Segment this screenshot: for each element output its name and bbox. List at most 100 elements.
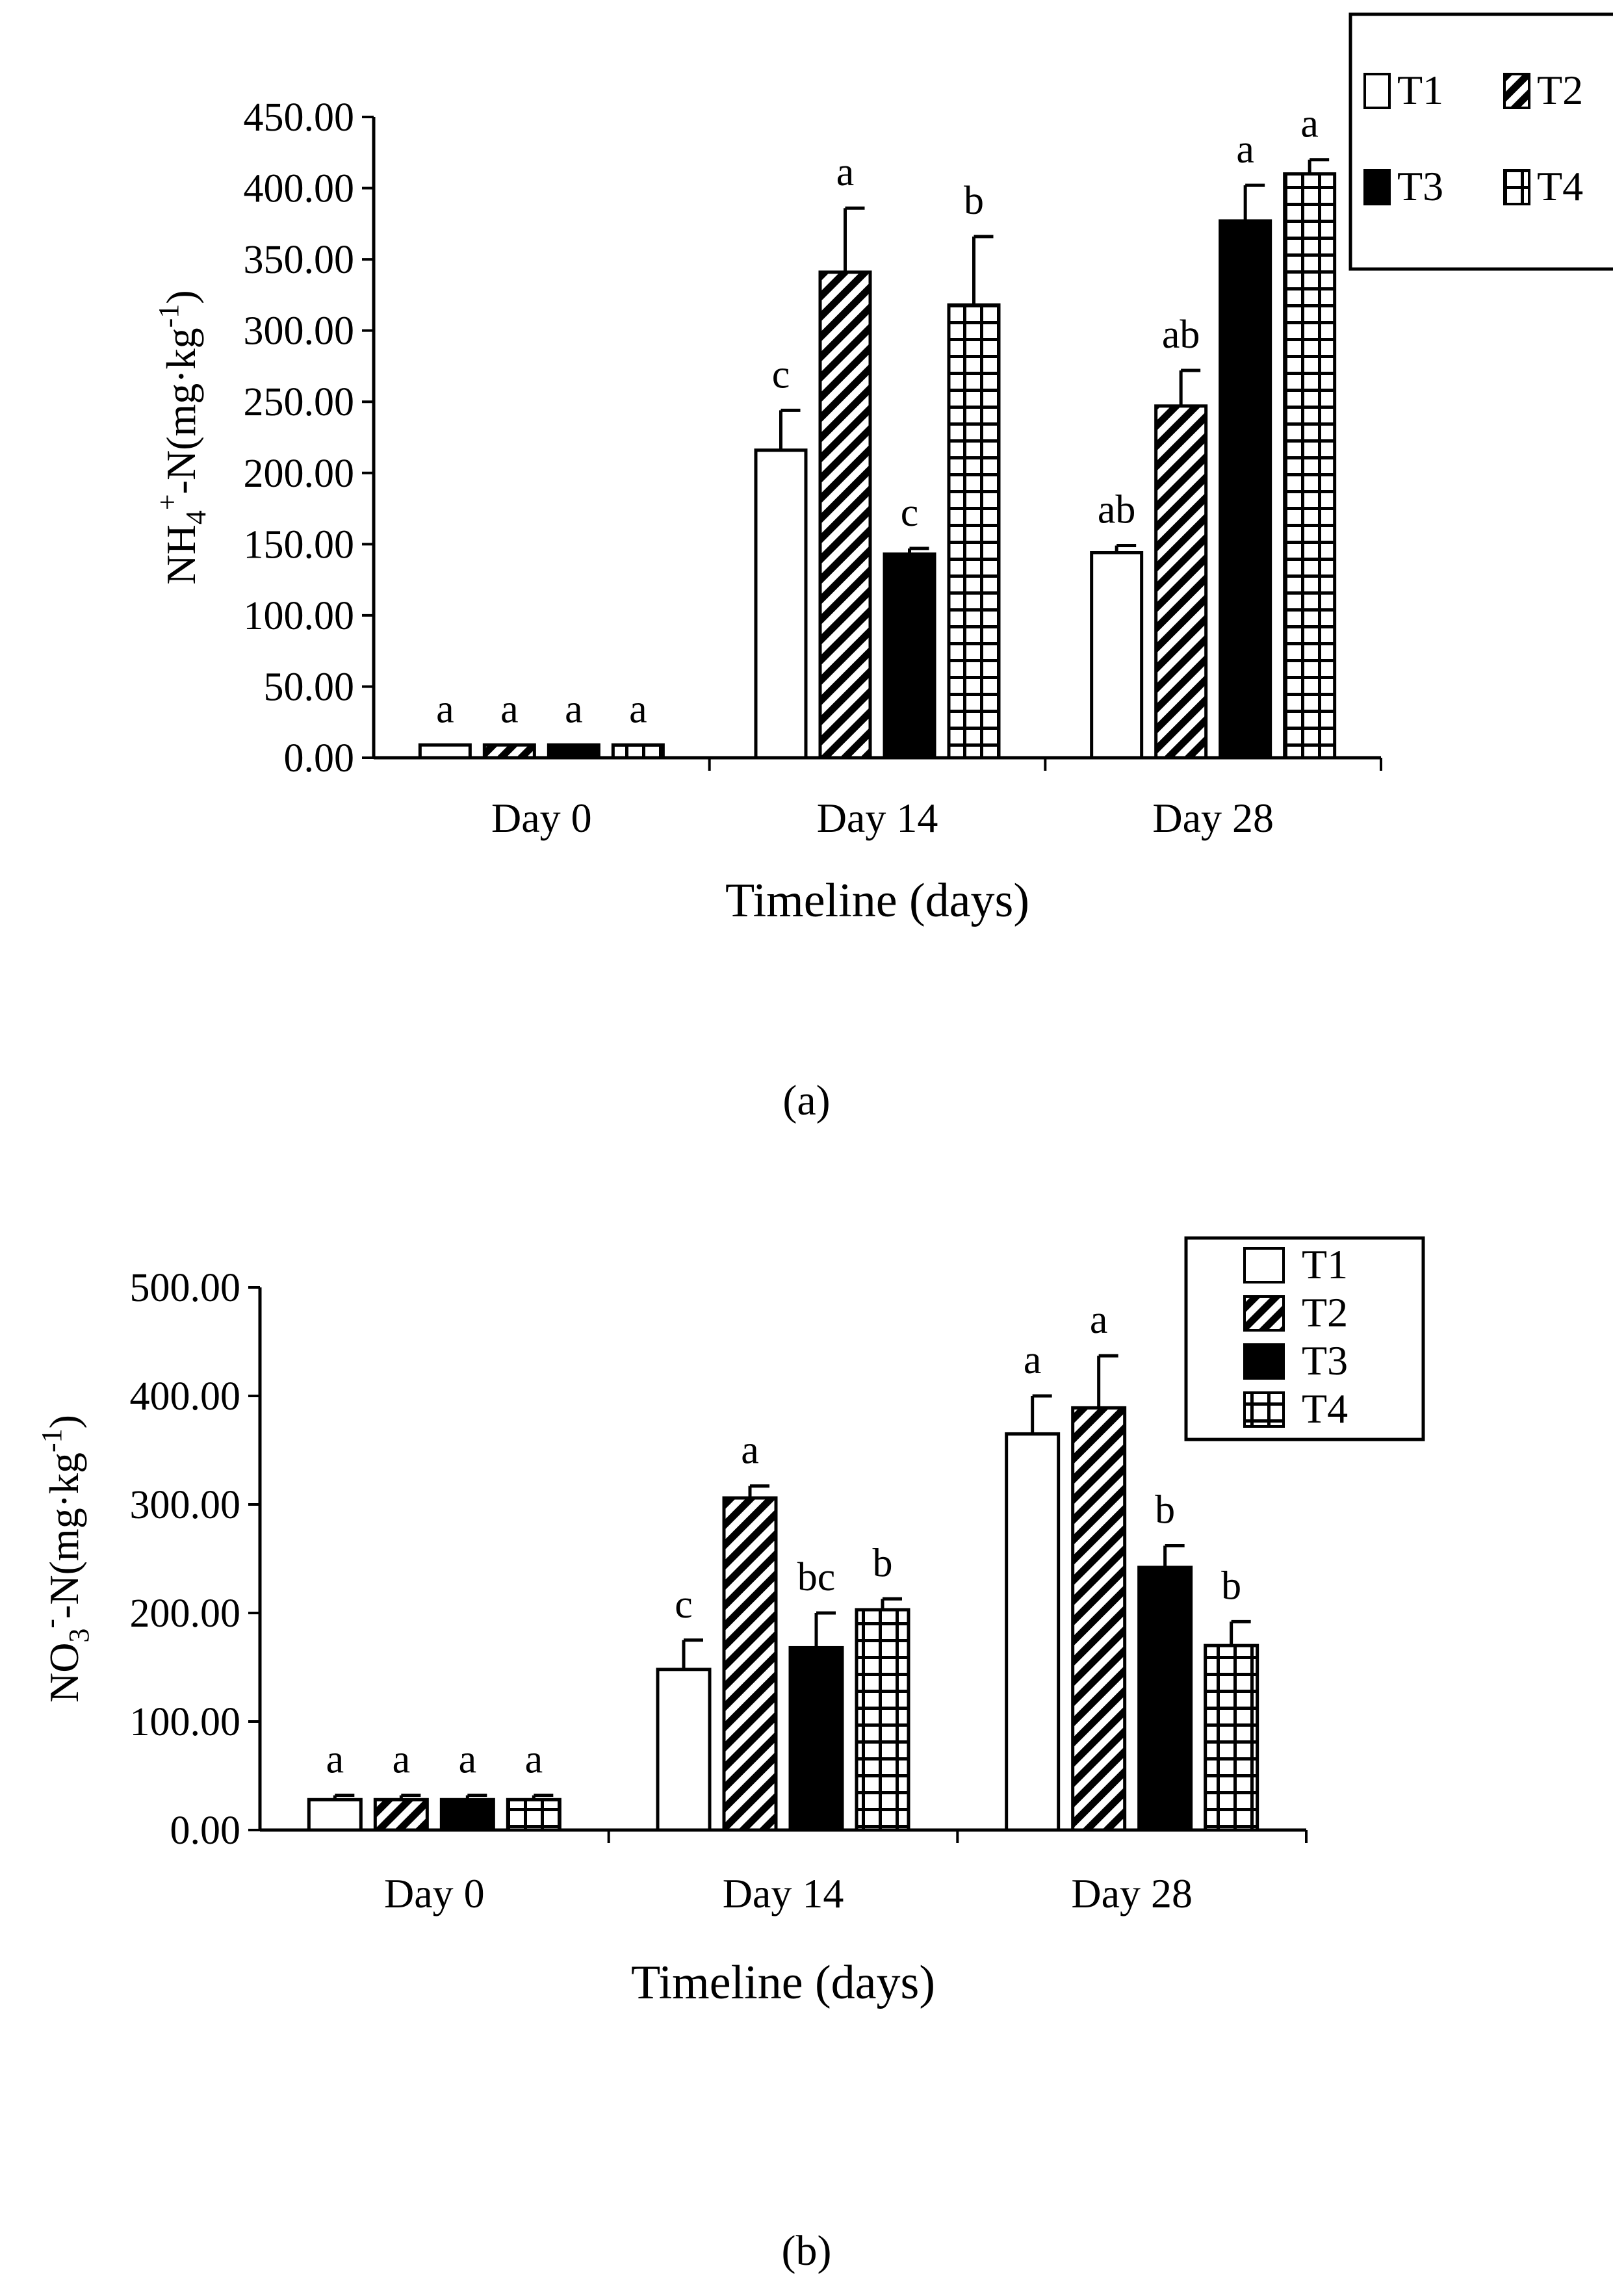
category-label: Day 0 (384, 1870, 485, 1916)
significance-label: b (1155, 1488, 1175, 1532)
significance-label: b (1221, 1564, 1241, 1608)
legend-box (1184, 1236, 1425, 1441)
y-tick-label: 400.00 (244, 167, 355, 211)
y-tick-label: 50.00 (264, 665, 355, 709)
bar-t2-day-28 (1154, 404, 1208, 760)
bar-t2-day-14 (818, 270, 872, 760)
significance-label: c (772, 352, 790, 396)
no3-chart: 0.00 100.00 200.00 300.00 400.00 500.00 Day 0 D… (34, 1236, 1425, 2275)
y-axis-title: NO3--N(mg·kg-1) (34, 1415, 95, 1703)
bar-t3-day-14 (883, 552, 936, 760)
category-label: Day 14 (817, 795, 938, 841)
legend-label-t2: T2 (1302, 1289, 1348, 1335)
bar-t4-day-0 (611, 743, 665, 760)
bar-t1-day-28 (1005, 1432, 1061, 1832)
significance-label: a (525, 1738, 543, 1782)
y-tick-label: 250.00 (244, 380, 355, 424)
y-tick-label: 200.00 (244, 452, 355, 496)
bar-t3-day-28 (1137, 1566, 1193, 1832)
y-tick-label: 0.00 (284, 736, 355, 780)
y-tick-label: 0.00 (170, 1809, 241, 1853)
significance-label: a (326, 1738, 344, 1782)
category-label: Day 28 (1071, 1870, 1193, 1916)
y-title-main: NO (41, 1643, 87, 1703)
bar-t3-day-14 (788, 1645, 844, 1832)
y-tick-label: 100.00 (130, 1700, 241, 1744)
legend-swatch-t2 (1243, 1295, 1285, 1332)
legend-swatch-t4 (1243, 1391, 1285, 1428)
y-tick-label: 300.00 (130, 1483, 241, 1527)
legend-label-t2: T2 (1537, 67, 1583, 113)
panel-label: (b) (782, 2227, 832, 2275)
y-title-close: ) (41, 1415, 87, 1428)
bar-t4-day-14 (855, 1608, 910, 1832)
significance-label: a (629, 687, 647, 731)
bar-t1-day-0 (307, 1798, 363, 1832)
bar-t3-day-0 (439, 1798, 495, 1832)
legend-label-t1: T1 (1302, 1241, 1348, 1287)
bar-t4-day-28 (1204, 1644, 1259, 1832)
legend-swatch-t3 (1243, 1343, 1285, 1380)
significance-label: a (1024, 1338, 1042, 1382)
legend-label-t4: T4 (1537, 163, 1583, 209)
significance-label: ab (1162, 313, 1200, 357)
bar-t4-day-14 (947, 303, 1001, 760)
legend-box (1348, 12, 1613, 271)
y-title-unit-sup: -1 (36, 1428, 68, 1452)
y-tick-label: 150.00 (244, 522, 355, 567)
nh4-chart: 0.00 50.00 100.00 150.00 200.00 250.00 300.00 3… (151, 12, 1613, 1124)
y-axis-title: NH4+-N(mg·kg-1) (151, 290, 212, 584)
y-title-unit-sup: -1 (153, 304, 185, 328)
legend-swatch-t4 (1503, 169, 1530, 205)
category-label: Day 28 (1152, 795, 1274, 841)
significance-label: a (565, 687, 583, 731)
y-title-rest: -N(mg·kg (158, 328, 204, 494)
significance-label: a (741, 1428, 759, 1473)
y-tick-label: 400.00 (130, 1374, 241, 1419)
y-tick-label: 100.00 (244, 594, 355, 638)
significance-label: c (901, 491, 919, 535)
significance-label: ab (1098, 488, 1136, 532)
legend-label-t3: T3 (1397, 163, 1443, 209)
bar-t3-day-28 (1219, 219, 1272, 760)
bar-t2-day-28 (1071, 1406, 1127, 1832)
category-label: Day 14 (723, 1870, 844, 1916)
category-label: Day 0 (491, 795, 592, 841)
legend-swatch-t3 (1363, 169, 1391, 205)
significance-label: a (500, 687, 519, 731)
bar-t1-day-14 (754, 448, 808, 760)
significance-label: bc (797, 1555, 836, 1599)
y-tick-label: 500.00 (130, 1266, 241, 1310)
significance-label: b (964, 179, 984, 223)
bar-t2-day-0 (373, 1798, 429, 1832)
y-title-main: NH (158, 524, 204, 584)
bar-t3-day-0 (547, 743, 600, 760)
y-title-sub: 3 (63, 1629, 95, 1643)
y-tick-label: 300.00 (244, 309, 355, 354)
y-tick-label: 200.00 (130, 1592, 241, 1636)
significance-label: b (873, 1541, 893, 1585)
legend-label-t3: T3 (1302, 1337, 1348, 1384)
significance-label: c (675, 1582, 693, 1627)
significance-label: a (1300, 102, 1319, 146)
bar-t4-day-28 (1283, 172, 1337, 760)
bar-t2-day-14 (722, 1496, 778, 1832)
bar-t4-day-0 (506, 1798, 561, 1832)
significance-label: a (436, 687, 454, 731)
panel-label: (a) (782, 1077, 830, 1124)
bar-t1-day-0 (418, 743, 472, 760)
y-tick-label: 450.00 (244, 96, 355, 140)
bar-t1-day-28 (1090, 550, 1144, 760)
bar-t1-day-14 (656, 1668, 712, 1832)
significance-label: a (1090, 1298, 1108, 1342)
legend-swatch-t2 (1503, 73, 1530, 109)
significance-label: a (836, 150, 855, 194)
significance-label: a (393, 1738, 411, 1782)
legend-label-t1: T1 (1397, 67, 1443, 113)
y-title-close: ) (158, 290, 204, 303)
significance-label: a (1236, 127, 1254, 172)
legend-swatch-t1 (1243, 1247, 1285, 1283)
bar-t2-day-0 (482, 743, 536, 760)
y-title-sub: 4 (180, 510, 212, 524)
